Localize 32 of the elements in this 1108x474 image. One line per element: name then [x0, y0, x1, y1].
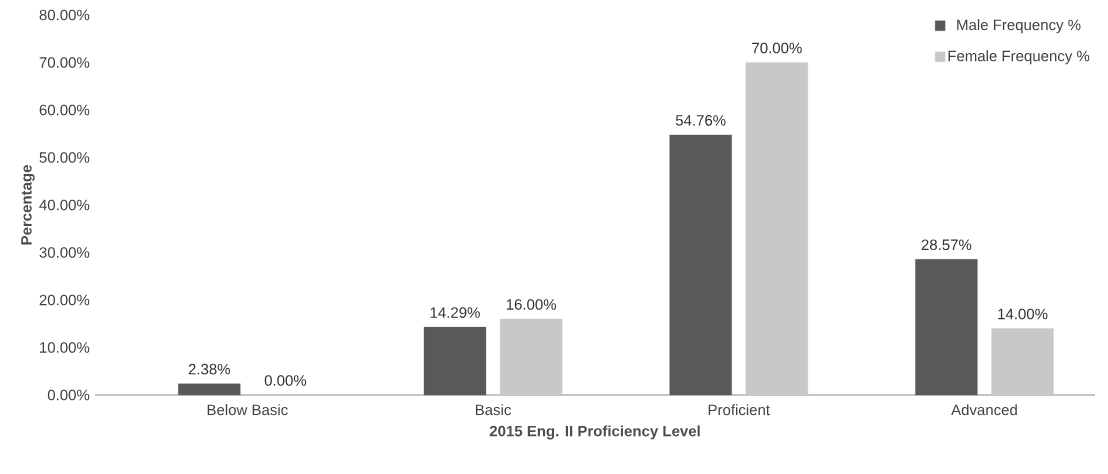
bar	[745, 62, 808, 396]
y-tick-label: 30.00%	[39, 247, 90, 258]
data-label: 16.00%	[506, 299, 557, 310]
y-tick-label: 0.00%	[47, 389, 90, 401]
bar	[669, 134, 732, 396]
legend-label: Female Frequency %	[948, 50, 1090, 65]
x-axis-title: 2015 Eng. II Proficiency Level	[489, 425, 700, 440]
data-label: 0.00%	[264, 375, 307, 386]
y-tick-label: 70.00%	[39, 57, 90, 68]
data-label: 2.38%	[188, 363, 230, 375]
x-tick-label: Proficient	[708, 404, 770, 416]
data-label: 54.76%	[675, 115, 726, 126]
bar	[991, 328, 1054, 396]
x-tick-label: Advanced	[951, 404, 1017, 416]
x-tick-label: Below Basic	[207, 404, 288, 416]
y-tick-label: 40.00%	[39, 199, 90, 211]
x-tick-label: Basic	[475, 404, 511, 416]
bar	[423, 326, 487, 396]
y-tick-label: 80.00%	[39, 9, 90, 21]
bar	[178, 383, 241, 396]
bar	[915, 259, 978, 396]
data-label: 70.00%	[752, 42, 802, 54]
y-axis-title: Percentage	[21, 165, 35, 245]
data-label: 14.00%	[998, 308, 1048, 320]
legend-label: Male Frequency %	[957, 19, 1081, 34]
data-label: 14.29%	[430, 307, 480, 318]
y-tick-label: 60.00%	[39, 104, 90, 116]
bar	[499, 318, 563, 396]
data-label: 28.57%	[921, 239, 972, 251]
y-tick-label: 10.00%	[40, 342, 90, 353]
y-tick-label: 20.00%	[39, 294, 90, 306]
y-tick-label: 50.00%	[39, 152, 90, 163]
